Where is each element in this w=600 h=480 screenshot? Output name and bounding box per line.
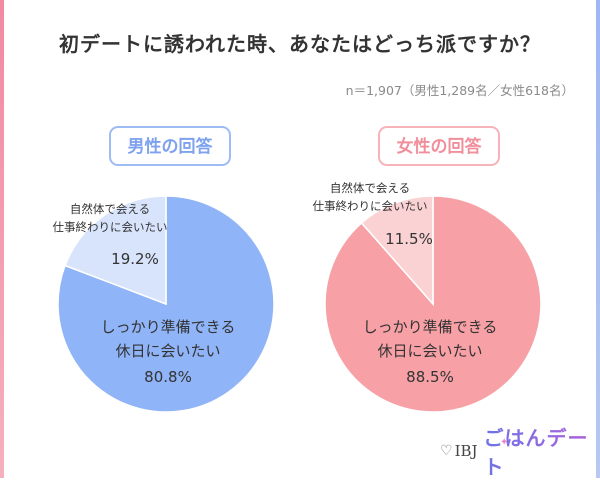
male-holiday-label-1: しっかり準備できる xyxy=(101,318,236,336)
female-after-work-label-2: 仕事終わりに会いたい xyxy=(313,199,428,213)
female-holiday-label-1: しっかり準備できる xyxy=(363,318,498,336)
sample-size-note: n＝1,907（男性1,289名／女性618名） xyxy=(345,83,574,98)
male-answer-badge: 男性の回答 xyxy=(109,126,231,166)
frame-right-accent xyxy=(596,0,600,478)
female-after-work-label-1: 自然体で会える xyxy=(330,181,410,195)
logo-ibj-text: IBJ xyxy=(454,442,478,460)
frame-left-accent xyxy=(0,0,4,478)
page-title: 初デートに誘われた時、あなたはどっち派ですか？ xyxy=(59,32,541,56)
logo-brand-name: ごはんデート xyxy=(484,422,600,480)
heart-icon: ♡ xyxy=(440,443,453,459)
female-slice-after-work xyxy=(360,195,434,306)
female-after-work-value: 11.5% xyxy=(385,230,433,248)
male-after-work-value: 19.2% xyxy=(111,250,159,268)
female-answer-badge: 女性の回答 xyxy=(378,126,500,166)
brand-logo: ♡ IBJ ごはんデート ✦ xyxy=(440,426,600,479)
female-holiday-value: 88.5% xyxy=(406,368,454,386)
female-holiday-label-2: 休日に会いたい xyxy=(377,342,482,360)
male-holiday-value: 80.8% xyxy=(144,368,192,386)
male-slice-after-work xyxy=(64,195,167,306)
male-holiday-label-2: 休日に会いたい xyxy=(115,342,220,360)
sparkle-icon: ✦ xyxy=(500,437,509,448)
male-after-work-label-2: 仕事終わりに会いたい xyxy=(53,220,168,234)
male-after-work-label-1: 自然体で会える xyxy=(70,202,150,216)
